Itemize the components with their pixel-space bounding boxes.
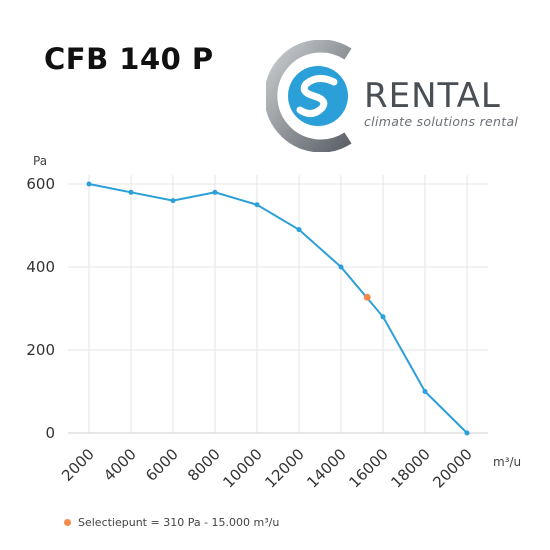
y-tick-label: 0 (45, 424, 55, 442)
x-tick-label: 4000 (100, 445, 140, 485)
x-tick-label: 18000 (387, 445, 433, 491)
x-tick-label: 6000 (142, 445, 182, 485)
x-tick-label: 14000 (303, 445, 349, 491)
data-point (338, 264, 344, 270)
brand-logo: RENTAL climate solutions rental (264, 39, 526, 153)
logo-wordmark: RENTAL (364, 76, 501, 116)
data-point (254, 202, 260, 208)
x-tick-label: 16000 (345, 445, 391, 491)
x-tick-label: 2000 (58, 445, 98, 485)
chart-grid (68, 175, 488, 434)
series-line (88, 183, 468, 434)
legend-label: Selectiepunt = 310 Pa - 15.000 m³/u (78, 516, 280, 529)
data-point (170, 198, 176, 204)
y-tick-label: 400 (26, 258, 55, 276)
data-point (128, 189, 134, 195)
y-tick-label: 600 (26, 175, 55, 193)
selection-point (363, 293, 371, 301)
data-point (464, 430, 470, 436)
x-tick-label: 12000 (261, 445, 307, 491)
legend-marker (64, 519, 71, 526)
chart-series (86, 181, 470, 436)
x-tick-label: 8000 (184, 445, 224, 485)
data-point (296, 227, 302, 233)
chart-legend: Selectiepunt = 310 Pa - 15.000 m³/u (64, 516, 279, 529)
data-point (422, 389, 428, 394)
page-title: CFB 140 P (44, 42, 214, 76)
y-axis-label: Pa (33, 154, 47, 168)
data-point (86, 181, 92, 187)
data-point (380, 314, 386, 320)
x-axis-label: m³/u (493, 455, 521, 469)
x-tick-label: 10000 (219, 445, 265, 491)
logo-tagline: climate solutions rental (364, 114, 519, 129)
y-tick-label: 200 (26, 341, 55, 359)
x-tick-label: 20000 (429, 445, 475, 491)
logo-mark-icon (264, 39, 352, 153)
data-point (212, 189, 218, 195)
